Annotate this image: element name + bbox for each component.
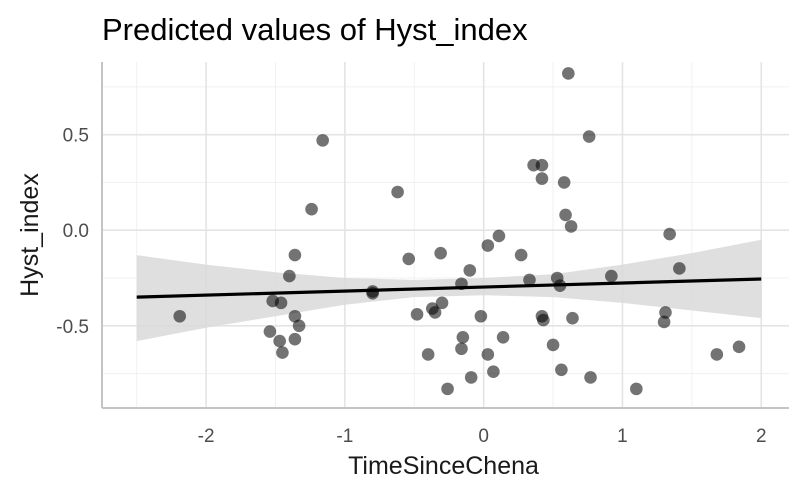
data-point: [288, 309, 302, 323]
confidence-band-layer: [136, 239, 762, 342]
x-tick-label: 1: [617, 426, 628, 447]
data-point: [434, 246, 447, 260]
grid-lines: [102, 62, 789, 408]
data-point: [288, 332, 302, 346]
data-point: [605, 269, 618, 283]
x-tick-labels: -2 -1 0 1 2: [198, 426, 767, 447]
data-point: [305, 202, 318, 216]
data-point: [566, 311, 579, 325]
data-point: [657, 315, 671, 329]
x-tick-label: 0: [478, 426, 489, 447]
axes: [101, 62, 789, 409]
data-point: [391, 185, 404, 199]
data-point: [710, 348, 724, 361]
data-point: [584, 371, 597, 384]
data-point: [455, 277, 468, 291]
x-tick-label: 2: [756, 426, 767, 447]
data-point: [553, 279, 567, 292]
data-point: [410, 308, 424, 321]
data-point: [535, 172, 549, 185]
data-point: [732, 340, 746, 354]
data-point: [492, 229, 506, 243]
data-point: [173, 309, 187, 323]
data-point: [366, 287, 379, 300]
data-point: [288, 248, 302, 262]
data-point: [562, 67, 575, 80]
data-point: [276, 346, 289, 359]
fit-line: [136, 277, 762, 299]
data-point: [283, 269, 296, 283]
data-point: [481, 239, 495, 252]
data-point: [421, 348, 435, 361]
data-point: [263, 325, 277, 338]
data-point: [564, 220, 578, 233]
data-point: [523, 273, 536, 287]
y-tick-labels: -0.5 0.0 0.5: [56, 126, 89, 338]
data-point: [514, 248, 528, 262]
data-point: [402, 252, 416, 266]
y-tick-label: 0.5: [63, 126, 89, 147]
data-point: [555, 363, 568, 377]
data-point: [496, 330, 510, 344]
data-point: [537, 313, 550, 327]
data-point: [435, 296, 449, 310]
data-point: [455, 342, 468, 356]
data-point: [481, 348, 495, 361]
y-axis-title: Hyst_index: [16, 173, 44, 297]
data-point: [316, 134, 329, 147]
confidence-band: [136, 239, 762, 342]
data-point: [663, 227, 676, 241]
data-point: [474, 309, 488, 323]
data-point: [428, 306, 442, 319]
data-point: [456, 330, 470, 344]
x-tick-label: -1: [336, 426, 353, 447]
data-point: [441, 382, 454, 396]
chart-title: Predicted values of Hyst_index: [102, 12, 528, 47]
x-tick-label: -2: [198, 426, 215, 447]
data-point: [673, 262, 686, 275]
data-point: [630, 382, 643, 396]
data-point: [464, 371, 478, 384]
y-tick-label: -0.5: [56, 317, 89, 338]
data-point: [557, 176, 571, 189]
data-points: [173, 67, 746, 396]
y-tick-label: 0.0: [63, 221, 89, 242]
data-point: [659, 306, 672, 319]
x-axis-title: TimeSinceChena: [348, 452, 539, 480]
data-point: [273, 334, 286, 348]
data-point: [582, 130, 596, 143]
fit-line-layer: [136, 277, 762, 299]
data-point: [487, 365, 500, 378]
data-point: [535, 158, 549, 172]
data-point: [292, 319, 306, 333]
data-point: [463, 264, 477, 277]
data-point: [546, 338, 560, 352]
data-point: [559, 208, 572, 222]
data-point: [274, 296, 288, 310]
